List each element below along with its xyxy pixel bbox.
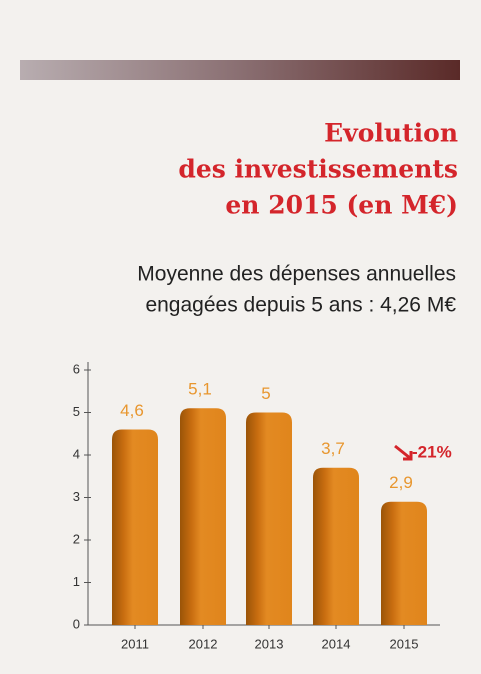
annotation: -21% [412, 442, 452, 461]
y-tick-label: 3 [73, 489, 80, 504]
value-label: 3,7 [321, 439, 345, 458]
y-tick-label: 4 [73, 446, 80, 461]
bar [381, 501, 427, 625]
x-tick-label: 2014 [322, 636, 351, 651]
bar [180, 408, 226, 625]
chart-title: Evolution [324, 119, 458, 148]
y-tick-label: 2 [73, 531, 80, 546]
chart-subtitle: Moyenne des dépenses annuelles [137, 263, 456, 286]
x-tick-label: 2012 [189, 636, 218, 651]
value-label: 5 [261, 384, 270, 403]
x-tick-label: 2011 [121, 636, 149, 651]
x-tick-label: 2013 [255, 636, 284, 651]
header-band [20, 60, 460, 80]
y-tick-label: 5 [73, 404, 80, 419]
down-arrow [394, 444, 413, 461]
chart-title: des investissements [178, 155, 458, 184]
x-tick-label: 2015 [390, 636, 419, 651]
y-tick-label: 6 [73, 361, 80, 376]
chart-subtitle: engagées depuis 5 ans : 4,26 M€ [145, 294, 456, 317]
y-tick-label: 1 [73, 574, 80, 589]
bar [313, 467, 359, 625]
bar [112, 429, 158, 625]
value-label: 4,6 [120, 401, 144, 420]
bar [246, 412, 292, 625]
chart-title: en 2015 (en M€) [225, 191, 458, 220]
value-label: 5,1 [188, 380, 212, 399]
value-label: 2,9 [389, 473, 413, 492]
y-tick-label: 0 [73, 616, 80, 631]
